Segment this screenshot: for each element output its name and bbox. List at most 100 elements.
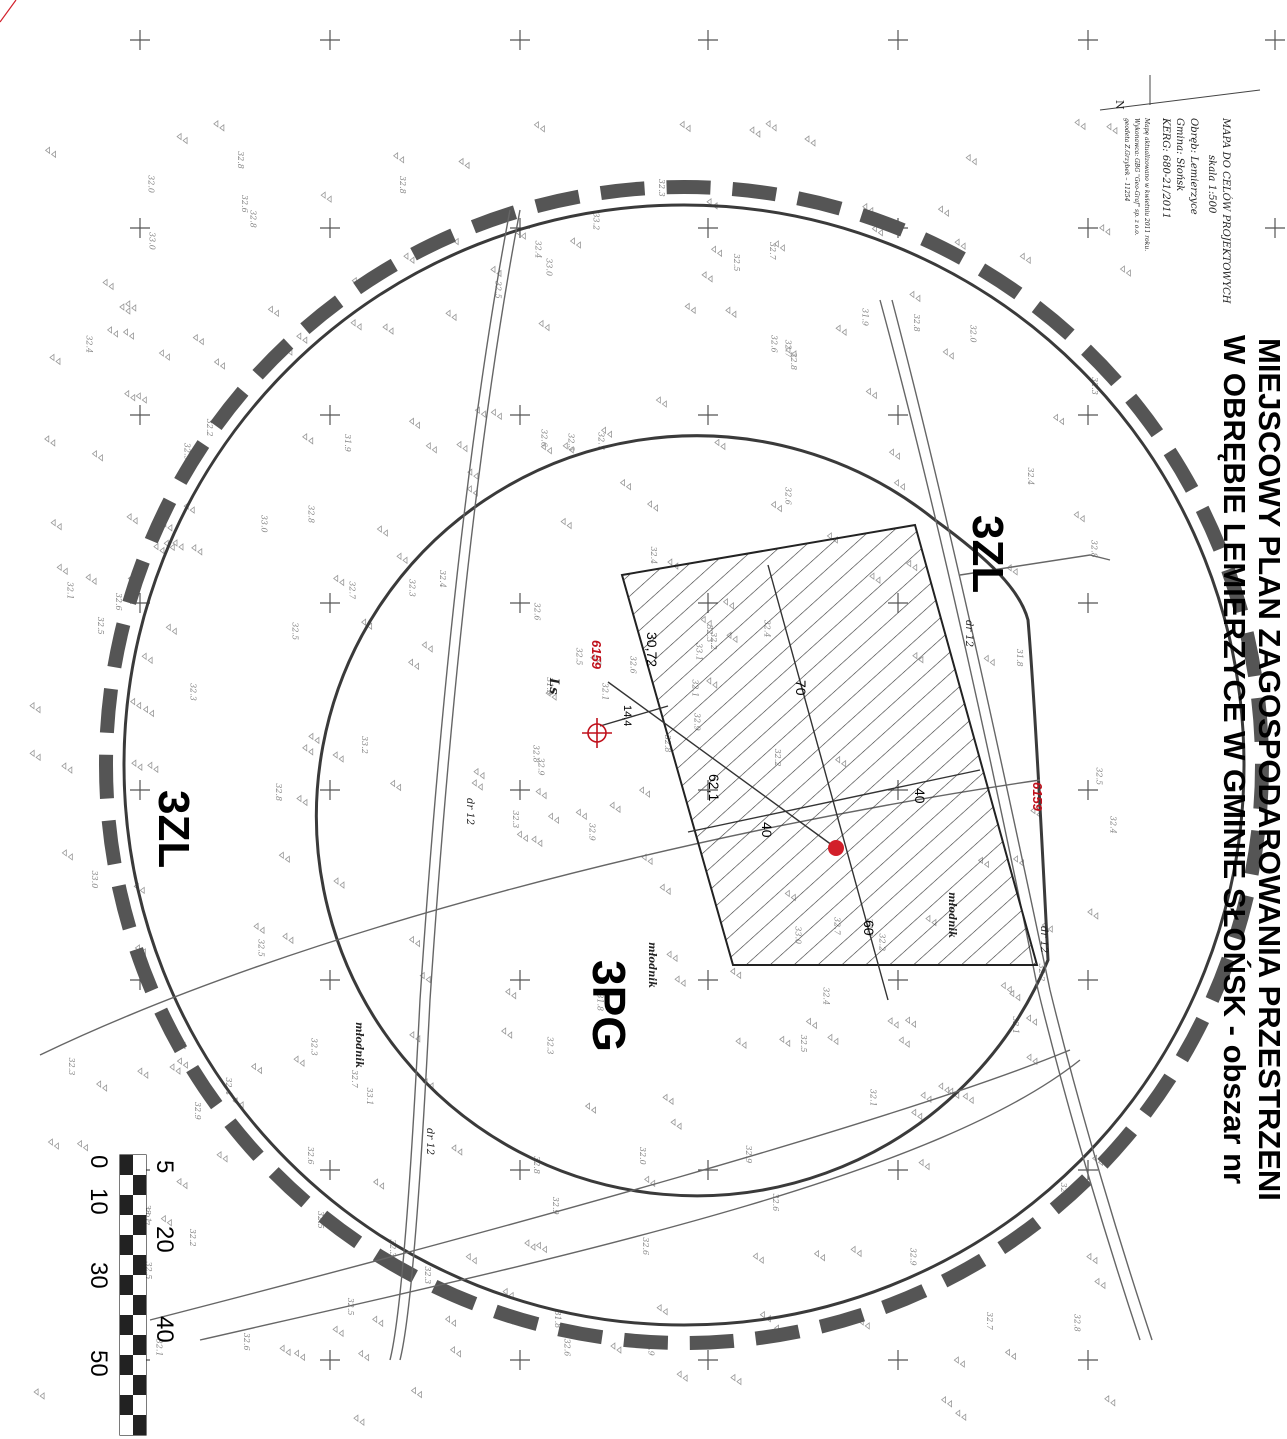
- forest-symbol: [458, 157, 470, 170]
- forest-symbol: [333, 574, 345, 587]
- forest-symbol: [449, 1345, 461, 1358]
- elevation-value: 32.5: [574, 648, 583, 666]
- elevation-value: 32.4: [1109, 816, 1118, 834]
- forest-symbol: [1106, 122, 1118, 135]
- forest-symbol: [147, 761, 159, 774]
- elevation-value: 32.0: [146, 175, 155, 193]
- zone-label-3zl-top: 3ZL: [963, 515, 1012, 594]
- forest-symbol: [955, 1409, 967, 1422]
- scale-block: [120, 1215, 133, 1235]
- forest-symbol: [701, 271, 713, 283]
- forest-symbol: [407, 658, 419, 671]
- north-label: N: [1113, 100, 1126, 110]
- forest-symbol: [1087, 908, 1099, 920]
- forest-symbol: [1026, 1053, 1038, 1066]
- dim-label-70: 70: [793, 680, 809, 696]
- outer-zone-circle: [122, 203, 1246, 1327]
- forest-symbol: [865, 387, 877, 400]
- forest-symbol: [954, 238, 966, 250]
- forest-symbol: [44, 435, 56, 447]
- elevation-value: 32.4: [438, 570, 447, 588]
- road-label-right: dr 12: [1038, 926, 1049, 954]
- parcel-number-a: 6159: [1030, 782, 1045, 811]
- scale-block: [120, 1355, 133, 1375]
- forest-symbol: [389, 779, 402, 792]
- forest-symbol: [282, 932, 294, 945]
- elevation-value: 32.5: [144, 1261, 153, 1279]
- info-line4: Gmina: Słońsk: [1174, 118, 1185, 192]
- elevation-value: 32.8: [307, 505, 316, 523]
- forest-symbol: [600, 426, 612, 439]
- elevation-value: 32.2: [188, 1229, 197, 1247]
- elevation-value: 33.0: [148, 232, 157, 250]
- target-marker: [582, 718, 612, 748]
- forest-symbol: [421, 641, 433, 653]
- forest-symbol: [710, 245, 722, 258]
- scale-block: [133, 1295, 146, 1315]
- dim-label-40b: 40: [759, 822, 775, 838]
- elevation-value: 32.6: [242, 1333, 251, 1351]
- forest-symbol: [466, 485, 478, 497]
- scale-block: [133, 1355, 146, 1375]
- forest-symbol: [1000, 981, 1012, 994]
- forest-symbol: [50, 518, 62, 531]
- dim-label-14-4: 14,4: [621, 705, 633, 727]
- elevation-value: 32.5: [732, 254, 741, 272]
- forest-symbol: [403, 252, 415, 265]
- forest-symbol: [562, 442, 574, 454]
- forest-symbol: [126, 513, 138, 525]
- forest-symbol: [918, 1158, 930, 1171]
- forest-symbol: [176, 132, 188, 145]
- elevation-value: 32.8: [531, 745, 540, 763]
- forest-symbol: [382, 323, 394, 335]
- elevation-value: 32.8: [532, 1156, 541, 1174]
- map-title-line2: W OBRĘBIE LEMIERZYCE W GMINIE SŁOŃSK - o…: [1217, 335, 1252, 1185]
- elevation-value: 32.3: [408, 579, 417, 597]
- forest-symbol: [729, 967, 742, 980]
- scale-lower-label-1: 0: [85, 1155, 112, 1169]
- forest-symbol: [119, 303, 131, 315]
- forest-symbol: [293, 1349, 305, 1362]
- forest-symbol: [445, 309, 457, 322]
- forest-symbol: [765, 119, 777, 132]
- elevation-value: 32.6: [770, 335, 779, 353]
- scale-lower-label-3: 30: [85, 1262, 112, 1289]
- elevation-value: 32.7: [784, 340, 793, 359]
- forest-symbol: [278, 851, 290, 864]
- forest-symbol: [770, 500, 782, 513]
- scale-block: [133, 1395, 146, 1415]
- forest-symbol: [29, 749, 41, 762]
- forest-symbol: [1094, 1277, 1106, 1290]
- forest-symbol: [938, 1082, 950, 1094]
- forest-symbol: [619, 478, 631, 491]
- elevation-value: 32.4: [822, 987, 831, 1005]
- elevation-value: 32.8: [912, 314, 921, 332]
- forest-symbol: [569, 237, 581, 249]
- elevation-value: 32.3: [511, 810, 520, 828]
- scale-block: [120, 1235, 133, 1255]
- elevation-value: 32.9: [744, 1145, 753, 1163]
- elevation-value: 32.6: [306, 1147, 315, 1165]
- forest-symbol: [165, 623, 177, 636]
- forest-symbol: [465, 1252, 477, 1265]
- forest-symbol: [169, 1063, 181, 1075]
- center-marker: [828, 840, 844, 856]
- forest-symbol: [749, 126, 761, 138]
- forest-symbol: [279, 1344, 291, 1357]
- forest-symbol: [1104, 1394, 1116, 1407]
- elevation-value: 32.3: [309, 1038, 318, 1056]
- elevation-value: 32.1: [600, 683, 609, 701]
- forest-symbol: [911, 1108, 923, 1121]
- elevation-value: 32.7: [596, 432, 605, 451]
- forest-symbol: [253, 922, 265, 935]
- elevation-value: 32.6: [562, 1339, 571, 1357]
- land-use-ls: Ls: [546, 678, 561, 695]
- forest-symbol: [813, 1249, 825, 1262]
- forest-symbol: [372, 1178, 385, 1190]
- scale-block: [133, 1195, 146, 1215]
- forest-symbol: [332, 751, 344, 763]
- forest-symbol: [676, 1370, 688, 1382]
- elevation-value: 31.9: [545, 677, 554, 695]
- hatched-area: [620, 523, 1039, 966]
- elevation-value: 33.2: [592, 212, 601, 230]
